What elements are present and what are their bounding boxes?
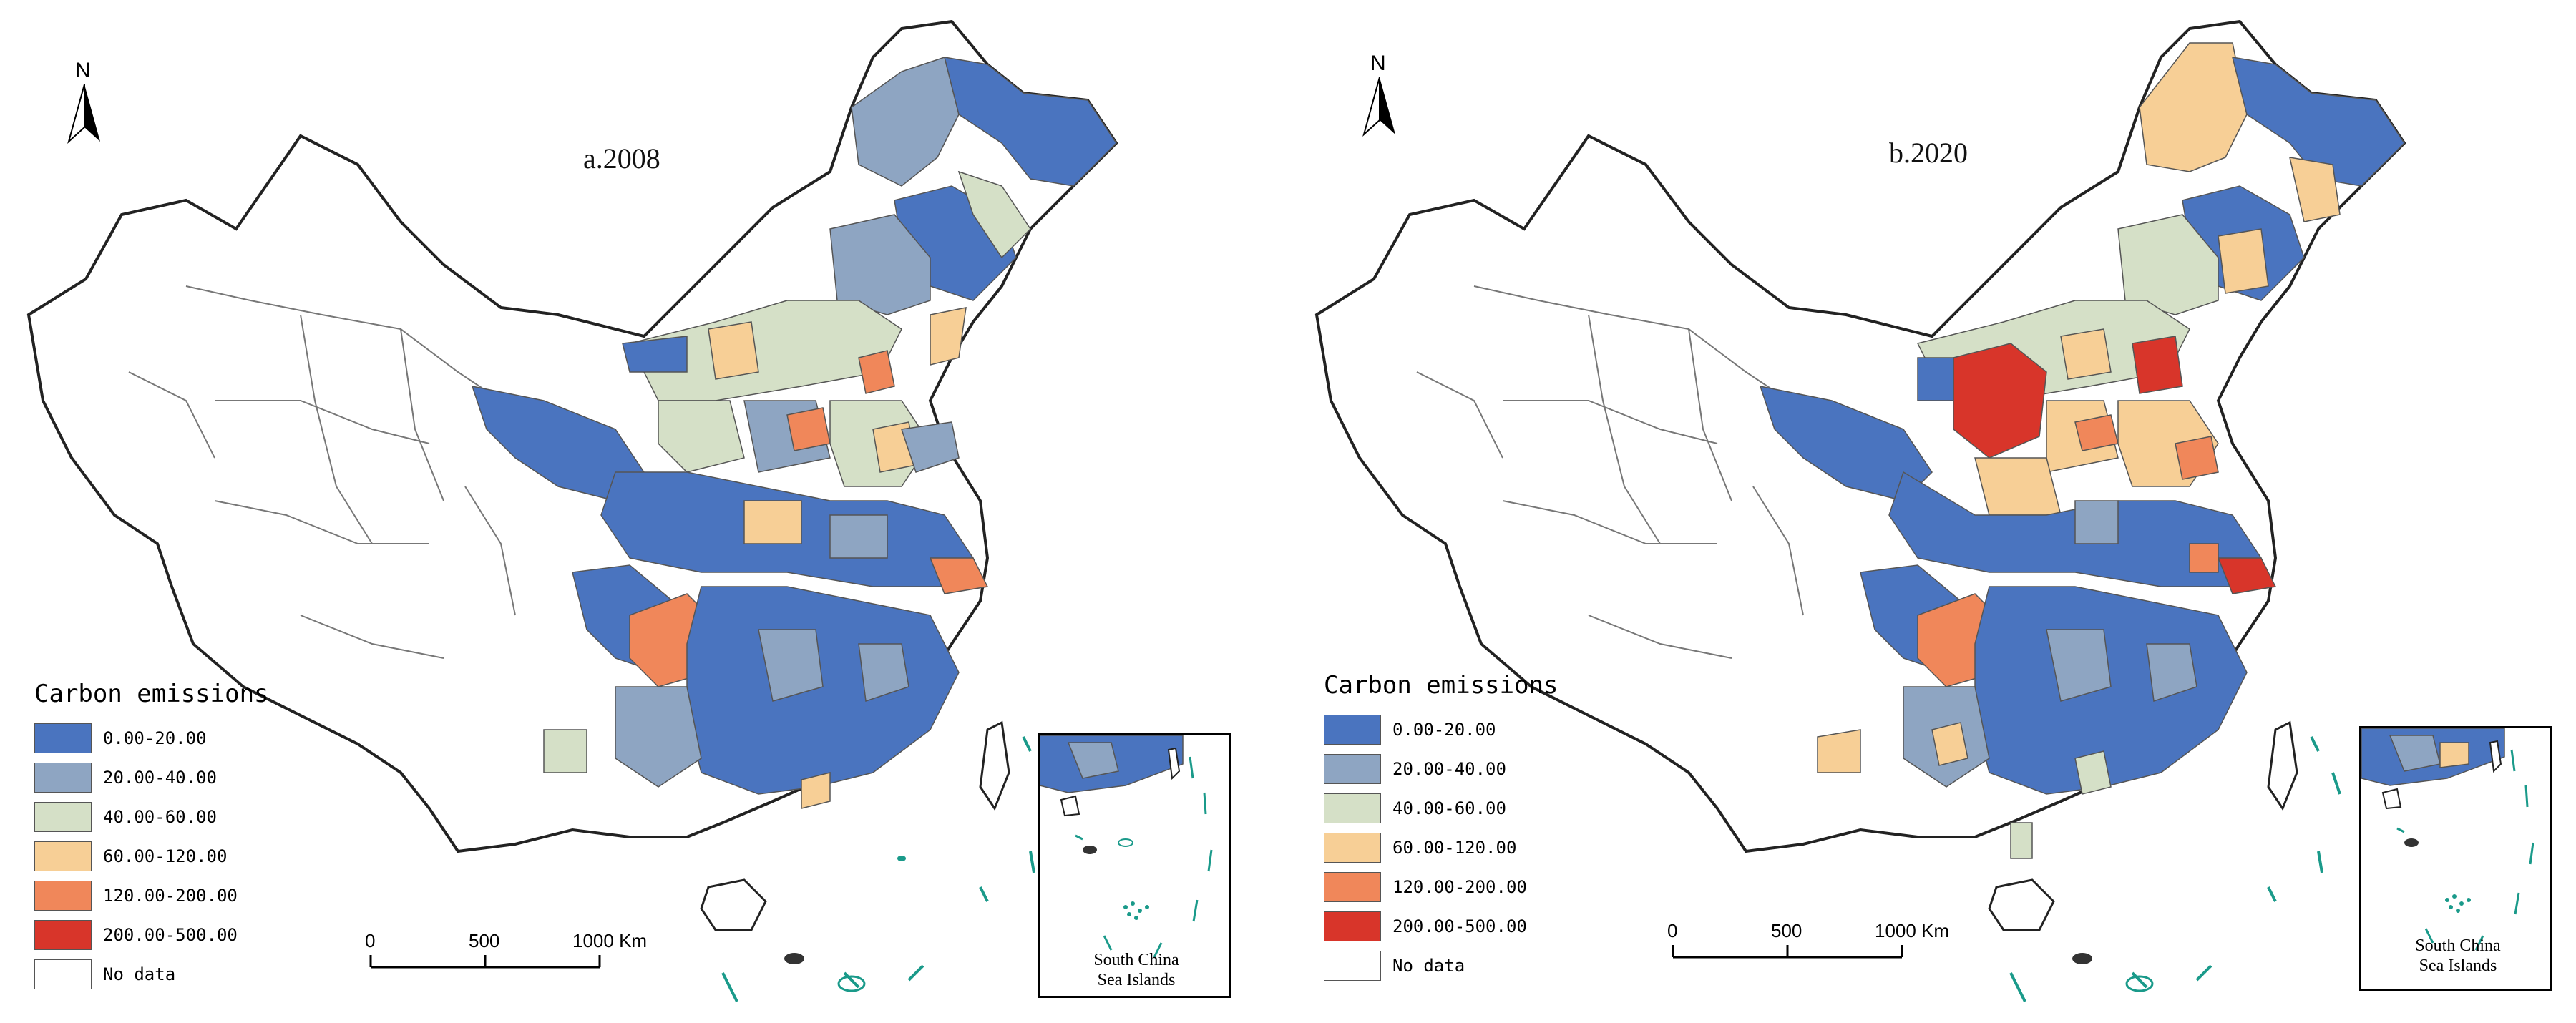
inset-label-line2: Sea Islands	[1097, 971, 1176, 989]
legend-item: 0.00-20.00	[34, 718, 269, 758]
legend-item: 40.00-60.00	[34, 797, 269, 836]
legend-label: 60.00-120.00	[1392, 837, 1517, 858]
legend-item: 0.00-20.00	[1324, 710, 1558, 749]
legend: Carbon emissions 0.00-20.00 20.00-40.00 …	[34, 680, 269, 994]
scale-label-0: 0	[365, 930, 376, 951]
inset-label: South China Sea Islands	[1048, 950, 1224, 990]
legend-label: 120.00-200.00	[103, 885, 238, 906]
legend-title: Carbon emissions	[34, 680, 269, 708]
legend-title: Carbon emissions	[1324, 671, 1558, 700]
scale-label-1000: 1000 Km	[1875, 920, 1950, 941]
inset-map	[2361, 728, 2534, 951]
legend-item: 20.00-40.00	[1324, 749, 1558, 788]
legend-item: 60.00-120.00	[1324, 828, 1558, 867]
legend-swatch	[1324, 950, 1381, 981]
legend-label: 20.00-40.00	[103, 767, 217, 788]
legend-item: No data	[1324, 946, 1558, 985]
legend: Carbon emissions 0.00-20.00 20.00-40.00 …	[1324, 671, 1558, 985]
legend-swatch	[1324, 832, 1381, 863]
legend-label: 40.00-60.00	[1392, 798, 1506, 818]
north-label: N	[1370, 52, 1386, 75]
legend-label: 40.00-60.00	[103, 806, 217, 827]
legend-label: 120.00-200.00	[1392, 876, 1527, 897]
scale-label-500: 500	[1771, 920, 1802, 941]
south-china-sea-inset: South China Sea Islands	[2359, 726, 2552, 991]
panel-title: b.2020	[1889, 137, 1968, 169]
legend-swatch	[34, 959, 92, 989]
legend-item: 20.00-40.00	[34, 758, 269, 797]
legend-label: 0.00-20.00	[103, 728, 207, 748]
scale-label-0: 0	[1667, 920, 1678, 941]
legend-swatch	[1324, 714, 1381, 745]
legend-label: 200.00-500.00	[1392, 916, 1527, 936]
map-panel-2008: N a.2008 Carbon emissions 0.00-20.00 20.…	[26, 19, 1231, 1002]
inset-label-line2: Sea Islands	[2419, 956, 2497, 975]
legend-label: 60.00-120.00	[103, 846, 228, 866]
china-map-2020	[1314, 19, 2406, 1002]
inset-label: South China Sea Islands	[2370, 936, 2546, 976]
legend-swatch	[34, 919, 92, 950]
legend-item: 120.00-200.00	[1324, 867, 1558, 906]
legend-item: 120.00-200.00	[34, 876, 269, 915]
inset-map	[1039, 735, 1213, 958]
legend-item: 60.00-120.00	[34, 836, 269, 876]
map-panel-2020: N b.2020 Carbon emissions 0.00-20.00 20.…	[1288, 0, 2576, 1023]
legend-label: No data	[103, 964, 176, 984]
legend-label: 0.00-20.00	[1392, 719, 1496, 740]
legend-swatch	[1324, 793, 1381, 823]
legend-swatch	[34, 723, 92, 753]
south-china-sea-inset: South China Sea Islands	[1038, 733, 1231, 998]
legend-swatch	[1324, 871, 1381, 902]
legend-swatch	[1324, 753, 1381, 784]
legend-swatch	[34, 762, 92, 793]
north-label: N	[75, 59, 91, 82]
legend-label: No data	[1392, 955, 1465, 976]
legend-swatch	[34, 880, 92, 911]
scale-label-500: 500	[469, 930, 500, 951]
legend-item: 200.00-500.00	[1324, 906, 1558, 946]
panel-title: a.2008	[583, 142, 660, 175]
legend-item: No data	[34, 954, 269, 994]
legend-item: 40.00-60.00	[1324, 788, 1558, 828]
legend-label: 20.00-40.00	[1392, 758, 1506, 779]
legend-swatch	[34, 841, 92, 871]
scale-label-1000: 1000 Km	[572, 930, 648, 951]
legend-label: 200.00-500.00	[103, 924, 238, 945]
legend-item: 200.00-500.00	[34, 915, 269, 954]
legend-swatch	[34, 801, 92, 832]
inset-label-line1: South China	[2415, 936, 2501, 955]
inset-label-line1: South China	[1093, 951, 1179, 969]
legend-swatch	[1324, 911, 1381, 941]
china-map-2008	[26, 19, 1118, 1002]
